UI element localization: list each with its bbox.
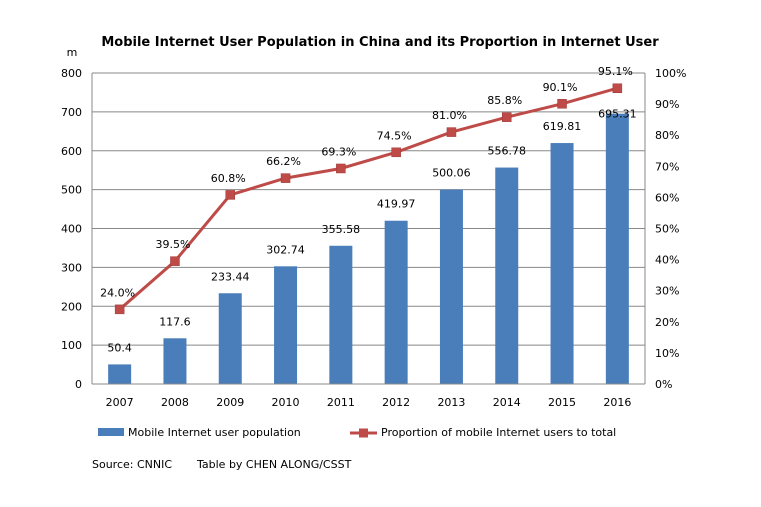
bar — [329, 245, 353, 384]
y2-tick-label: 20% — [655, 316, 679, 329]
line-data-label: 90.1% — [543, 81, 578, 94]
x-tick-label: 2010 — [272, 396, 300, 409]
bar — [495, 167, 519, 384]
y-tick-label: 200 — [61, 300, 82, 313]
bar-data-label: 302.74 — [266, 243, 305, 256]
line-point — [114, 304, 125, 315]
bar-series — [108, 113, 629, 384]
line-point — [391, 147, 401, 158]
line-point — [225, 190, 235, 200]
line-point — [280, 173, 291, 183]
x-tick-label: 2008 — [161, 396, 189, 409]
y2-tick-label: 80% — [655, 129, 679, 142]
line-data-label: 39.5% — [155, 238, 190, 251]
chart-title: Mobile Internet User Population in China… — [101, 35, 659, 50]
y2-tick-label: 10% — [655, 347, 679, 360]
bar-data-label: 233.44 — [211, 270, 250, 283]
line-point — [557, 99, 567, 109]
y2-tick-label: 100% — [655, 67, 686, 80]
y2-tick-label: 90% — [655, 98, 679, 111]
bar-data-label: 50.4 — [107, 341, 132, 354]
bar — [274, 266, 298, 384]
line-point — [612, 83, 623, 93]
y-tick-label: 800 — [61, 67, 82, 80]
line-data-label: 69.3% — [321, 145, 356, 158]
legend-bar-swatch — [98, 428, 124, 436]
bar-data-label: 419.97 — [377, 198, 416, 211]
legend-bar-label: Mobile Internet user population — [128, 426, 301, 439]
proportion-line — [118, 86, 618, 311]
y-tick-label: 0 — [75, 378, 82, 391]
credit-text: Table by CHEN ALONG/CSST — [196, 458, 352, 471]
bar-data-label: 695.31 — [598, 108, 637, 121]
x-tick-label: 2011 — [327, 396, 355, 409]
line-data-label: 85.8% — [487, 94, 522, 107]
y-axis-unit-label: m — [67, 46, 78, 59]
x-tick-label: 2015 — [548, 396, 576, 409]
line-data-label: 60.8% — [211, 172, 246, 185]
bar-data-label: 556.78 — [488, 145, 527, 158]
line-data-label: 81.0% — [432, 109, 467, 122]
gridlines — [92, 72, 645, 346]
bar — [550, 143, 574, 384]
line-point — [336, 163, 346, 174]
y2-tick-label: 0% — [655, 378, 672, 391]
line-point — [446, 127, 457, 137]
bar — [218, 293, 242, 384]
line-data-label: 74.5% — [377, 129, 412, 142]
bar-data-label: 117.6 — [159, 315, 191, 328]
x-tick-label: 2009 — [216, 396, 244, 409]
x-tick-label: 2012 — [382, 396, 410, 409]
x-tick-label: 2013 — [437, 396, 465, 409]
y-tick-label: 700 — [61, 106, 82, 119]
line-point — [502, 112, 512, 122]
x-tick-label: 2007 — [106, 396, 134, 409]
legend: Mobile Internet user population Proporti… — [98, 426, 616, 439]
y2-tick-label: 40% — [655, 254, 679, 267]
data-labels: 50.4 117.6 233.44 302.74 355.58 419.97 500.06 5… — [100, 65, 636, 354]
bar — [108, 364, 132, 384]
x-tick-label: 2014 — [493, 396, 521, 409]
line-data-label: 24.0% — [100, 286, 135, 299]
legend-line-marker — [359, 428, 368, 438]
bar-data-label: 355.58 — [322, 223, 361, 236]
y2-tick-label: 30% — [655, 285, 679, 298]
bar — [439, 189, 463, 384]
y2-tick-label: 60% — [655, 191, 679, 204]
y-tick-label: 600 — [61, 145, 82, 158]
y-tick-label: 300 — [61, 261, 82, 274]
x-tick-label: 2016 — [603, 396, 631, 409]
bar-data-label: 619.81 — [543, 120, 582, 133]
y-tick-label: 400 — [61, 223, 82, 236]
source-text: Source: CNNIC — [92, 458, 172, 471]
bar — [163, 338, 187, 384]
bar — [605, 113, 629, 384]
y-tick-label: 100 — [61, 339, 82, 352]
line-data-label: 95.1% — [598, 65, 633, 78]
line-data-label: 66.2% — [266, 155, 301, 168]
axes: 0 100 200 300 400 500 600 700 800 0% 10% 20% 30% 40% 5… — [61, 67, 686, 409]
y-tick-label: 500 — [61, 184, 82, 197]
y2-tick-label: 50% — [655, 223, 679, 236]
bar — [384, 220, 408, 384]
line-point — [170, 256, 180, 266]
legend-line-label: Proportion of mobile Internet users to t… — [381, 426, 616, 439]
y2-tick-label: 70% — [655, 160, 679, 173]
line-series — [114, 83, 623, 315]
bar-data-label: 500.06 — [432, 167, 471, 180]
